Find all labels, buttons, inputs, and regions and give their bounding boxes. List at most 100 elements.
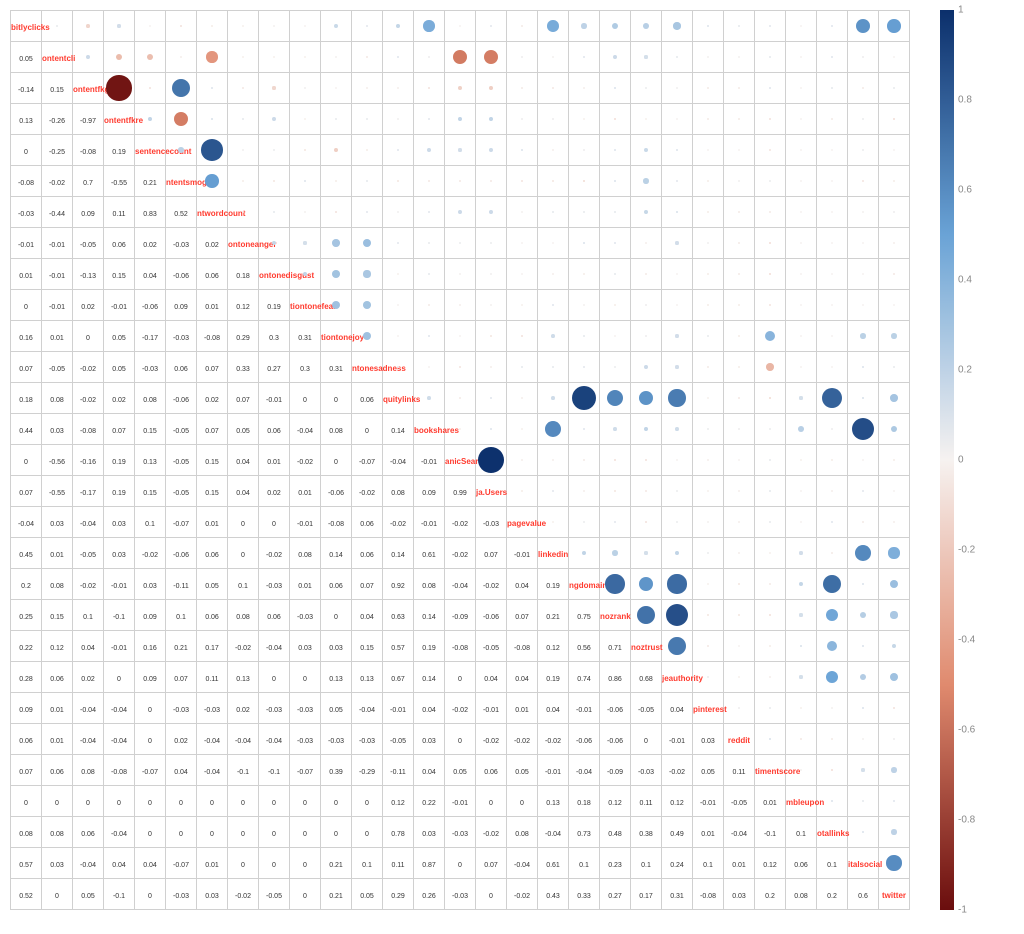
matrix-cell <box>724 693 755 724</box>
matrix-cell: 0.24 <box>662 848 693 879</box>
matrix-cell: 0.14 <box>383 538 414 569</box>
matrix-cell: -0.06 <box>166 383 197 414</box>
matrix-cell <box>538 445 569 476</box>
correlation-dot <box>180 25 182 27</box>
matrix-cell <box>693 631 724 662</box>
correlation-value: 0 <box>334 397 338 404</box>
matrix-cell: quitylinks <box>383 383 414 414</box>
correlation-dot <box>675 365 678 368</box>
legend-tick: -0.6 <box>958 725 975 736</box>
matrix-cell: 0.48 <box>600 817 631 848</box>
matrix-cell: -0.16 <box>73 445 104 476</box>
correlation-dot <box>893 180 895 182</box>
matrix-cell <box>879 476 910 507</box>
matrix-cell <box>631 569 662 600</box>
correlation-dot <box>613 55 617 59</box>
matrix-cell: 0.11 <box>383 848 414 879</box>
correlation-value: -0.06 <box>607 707 623 714</box>
correlation-value: -0.02 <box>514 738 530 745</box>
matrix-cell: -0.03 <box>197 693 228 724</box>
correlation-dot <box>800 459 802 461</box>
matrix-cell: 0 <box>321 383 352 414</box>
correlation-value: 0.31 <box>329 366 343 373</box>
matrix-cell: 0.18 <box>11 383 42 414</box>
correlation-value: 0.05 <box>329 707 343 714</box>
correlation-value: 0.08 <box>50 583 64 590</box>
correlation-dot <box>366 87 368 89</box>
correlation-dot <box>614 304 616 306</box>
correlation-value: 0 <box>210 831 214 838</box>
matrix-cell: 0.01 <box>197 848 228 879</box>
legend-tick: 0.8 <box>958 95 972 106</box>
correlation-dot <box>891 829 896 834</box>
matrix-cell <box>600 290 631 321</box>
correlation-value: 0.01 <box>205 862 219 869</box>
correlation-value: -0.02 <box>80 583 96 590</box>
correlation-dot <box>583 459 585 461</box>
matrix-cell <box>879 383 910 414</box>
correlation-value: 0 <box>272 862 276 869</box>
correlation-dot <box>831 800 834 803</box>
matrix-cell <box>631 197 662 228</box>
matrix-cell <box>848 724 879 755</box>
correlation-value: 0.05 <box>360 893 374 900</box>
matrix-cell: 0.03 <box>693 724 724 755</box>
matrix-cell <box>693 569 724 600</box>
matrix-cell <box>693 73 724 104</box>
matrix-cell <box>693 104 724 135</box>
matrix-cell: 0.02 <box>135 228 166 259</box>
correlation-value: 0.28 <box>19 676 33 683</box>
matrix-cell <box>197 42 228 73</box>
correlation-dot <box>856 19 871 34</box>
matrix-cell <box>786 352 817 383</box>
matrix-cell <box>259 73 290 104</box>
correlation-value: 0 <box>179 831 183 838</box>
correlation-value: 0.21 <box>329 893 343 900</box>
correlation-value: 0.05 <box>112 335 126 342</box>
correlation-dot <box>614 490 616 492</box>
correlation-dot <box>644 365 648 369</box>
matrix-cell <box>724 383 755 414</box>
matrix-cell <box>569 135 600 166</box>
matrix-cell: 0.01 <box>42 538 73 569</box>
correlation-value: -0.04 <box>545 831 561 838</box>
matrix-cell <box>414 11 445 42</box>
matrix-cell <box>817 693 848 724</box>
matrix-cell: 0 <box>11 135 42 166</box>
correlation-value: 0.06 <box>267 428 281 435</box>
correlation-dot <box>428 304 430 306</box>
matrix-cell: 0.06 <box>476 755 507 786</box>
matrix-cell <box>569 259 600 290</box>
matrix-cell <box>724 476 755 507</box>
matrix-cell: 0.08 <box>414 569 445 600</box>
correlation-dot <box>521 149 524 152</box>
matrix-cell <box>476 166 507 197</box>
correlation-dot <box>676 490 678 492</box>
matrix-cell: -0.03 <box>631 755 662 786</box>
matrix-cell <box>662 569 693 600</box>
correlation-dot <box>521 87 523 89</box>
correlation-dot <box>707 273 709 275</box>
matrix-cell: 0.12 <box>755 848 786 879</box>
correlation-dot <box>676 521 678 523</box>
correlation-dot <box>583 273 585 275</box>
correlation-dot <box>613 427 617 431</box>
matrix-cell: 0.78 <box>383 817 414 848</box>
correlation-value: -0.03 <box>18 211 34 218</box>
correlation-value: -0.06 <box>328 490 344 497</box>
matrix-cell <box>755 383 786 414</box>
correlation-dot <box>428 180 430 182</box>
correlation-value: 0.29 <box>236 335 250 342</box>
correlation-dot <box>800 738 802 740</box>
correlation-value: 0.06 <box>484 769 498 776</box>
matrix-cell: 0.04 <box>104 848 135 879</box>
correlation-dot <box>605 574 625 594</box>
correlation-value: 0.02 <box>267 490 281 497</box>
correlation-value: 0 <box>148 707 152 714</box>
matrix-cell: 0.05 <box>352 879 383 910</box>
correlation-dot <box>831 521 833 523</box>
matrix-cell: 0.03 <box>290 631 321 662</box>
matrix-cell: -0.01 <box>569 693 600 724</box>
matrix-cell: 0.1 <box>135 507 166 538</box>
matrix-cell: -0.14 <box>11 73 42 104</box>
